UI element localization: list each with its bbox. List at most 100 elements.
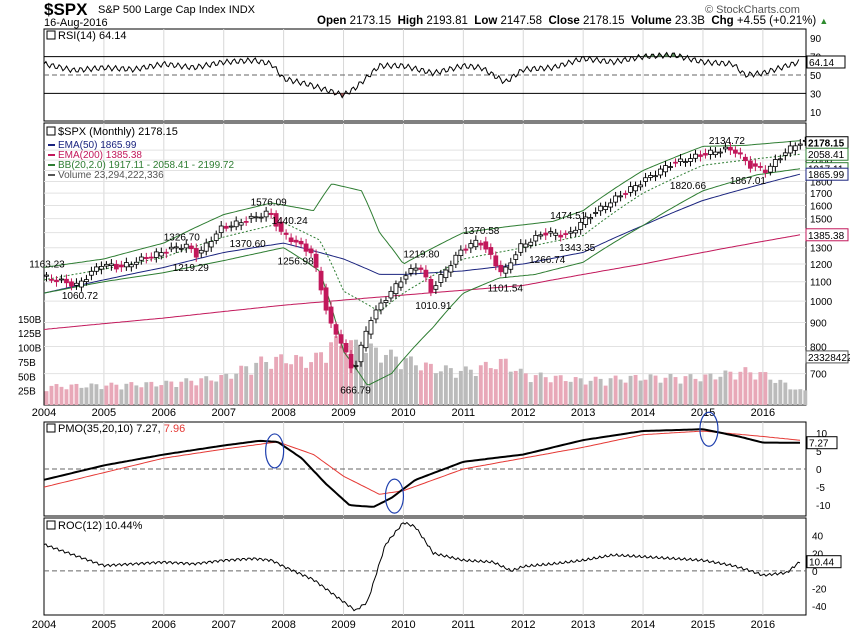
ohlc-bar xyxy=(238,222,244,226)
legend-entry: BB(20,2.0) 1917.11 - 2058.41 - 2199.72 xyxy=(58,160,234,171)
ohlc-bar xyxy=(118,264,124,268)
chg-label: Chg xyxy=(711,15,734,27)
volume-bar xyxy=(214,381,219,405)
volume-bar xyxy=(488,368,493,405)
ohlc-bar xyxy=(413,267,419,271)
price-annotation: 1370.58 xyxy=(463,226,500,237)
ohlc-bar xyxy=(69,281,74,287)
ohlc-bar xyxy=(308,248,314,254)
x-tick-label: 2015 xyxy=(691,407,715,419)
ohlc-summary: Open 2173.15 High 2193.81 Low 2147.58 Cl… xyxy=(317,15,828,27)
volume-bar xyxy=(638,380,643,405)
ohlc-bar xyxy=(478,242,484,246)
volume-bar xyxy=(728,371,733,405)
volume-y-tick: 50B xyxy=(18,372,36,383)
ohlc-bar xyxy=(548,231,554,234)
ohlc-bar xyxy=(448,265,454,273)
ohlc-bar xyxy=(498,264,504,273)
ohlc-bar xyxy=(328,306,334,324)
open-label: Open xyxy=(317,15,347,27)
volume-bar xyxy=(54,384,59,405)
volume-bar xyxy=(174,387,179,405)
roc-label: ROC(12) 10.44% xyxy=(58,520,143,532)
volume-bar xyxy=(254,362,259,405)
price-annotation: 1163.23 xyxy=(29,259,65,270)
ohlc-bar xyxy=(638,184,643,188)
ohlc-bar xyxy=(183,243,189,249)
ohlc-bar xyxy=(178,247,184,250)
volume-bar xyxy=(194,385,199,405)
volume-bar xyxy=(199,378,204,405)
volume-bar xyxy=(89,383,94,405)
ohlc-bar xyxy=(198,249,204,254)
volume-bar xyxy=(673,377,678,405)
ohlc-bar xyxy=(772,159,778,168)
volume-bar xyxy=(119,389,124,405)
volume-bar xyxy=(124,383,129,405)
volume-bar xyxy=(84,387,89,405)
volume-bar xyxy=(314,352,319,405)
price-y-tick: 1300 xyxy=(810,244,833,255)
volume-bar xyxy=(443,365,448,405)
volume-bar xyxy=(49,385,54,405)
volume-bar xyxy=(204,376,209,405)
x-tick-label: 2007 xyxy=(211,619,235,631)
volume-bar xyxy=(423,362,428,405)
ohlc-bar xyxy=(213,233,219,241)
ohlc-bar xyxy=(648,175,653,178)
pmo-signal-label: 7.96 xyxy=(164,423,185,435)
ohlc-bar xyxy=(163,251,169,254)
x-tick-label: 2006 xyxy=(152,407,176,419)
ohlc-bar xyxy=(298,240,304,245)
ohlc-bar xyxy=(782,152,788,156)
ohlc-bar xyxy=(593,212,599,214)
ohlc-bar xyxy=(438,274,444,283)
pmo-y-tick: -5 xyxy=(816,483,825,494)
volume-bar xyxy=(553,375,558,405)
price-y-tick: 1800 xyxy=(810,178,833,189)
price-axis-tag xyxy=(805,167,849,181)
ohlc-bar xyxy=(268,212,274,215)
ohlc-bar xyxy=(99,266,104,270)
ohlc-bar xyxy=(752,163,758,167)
volume-bar xyxy=(773,382,778,405)
volume-bar xyxy=(134,385,139,405)
pmo-signal-line xyxy=(43,430,801,495)
ohlc-bar xyxy=(558,234,564,238)
ohlc-bar xyxy=(628,186,633,193)
volume-bar xyxy=(69,384,74,405)
price-annotation: 1266.74 xyxy=(529,255,566,266)
rsi-y-tick: 10 xyxy=(810,108,822,119)
ohlc-bar xyxy=(373,309,379,320)
volume-bar xyxy=(269,368,274,405)
ohlc-bar xyxy=(418,267,424,270)
x-tick-label: 2010 xyxy=(391,407,415,419)
volume-bar xyxy=(433,373,438,405)
volume-bar xyxy=(528,382,533,405)
volume-bar xyxy=(44,391,49,405)
x-tick-label: 2009 xyxy=(331,407,355,419)
pmo-highlight-circle xyxy=(699,411,719,447)
ohlc-bar xyxy=(767,165,773,173)
volume-bar xyxy=(793,389,798,405)
ohlc-bar xyxy=(668,166,673,168)
ohlc-bar xyxy=(578,221,584,231)
ohlc-bar xyxy=(193,248,199,258)
volume-bar xyxy=(159,385,164,405)
volume-bar xyxy=(748,372,753,405)
ohlc-bar xyxy=(713,151,718,156)
volume-bar xyxy=(139,387,144,405)
volume-bar xyxy=(64,389,69,405)
ohlc-bar xyxy=(128,264,134,268)
ohlc-bar xyxy=(148,256,154,259)
ohlc-bar xyxy=(723,146,728,150)
volume-bar xyxy=(658,382,663,405)
ohlc-bar xyxy=(553,232,559,236)
ohlc-bar xyxy=(318,270,324,291)
ohlc-bar xyxy=(688,158,693,162)
x-tick-label: 2016 xyxy=(751,619,775,631)
ohlc-bar xyxy=(243,220,249,223)
volume-bar xyxy=(578,378,583,405)
ohlc-bar xyxy=(618,195,623,198)
volume-bar xyxy=(798,389,803,405)
